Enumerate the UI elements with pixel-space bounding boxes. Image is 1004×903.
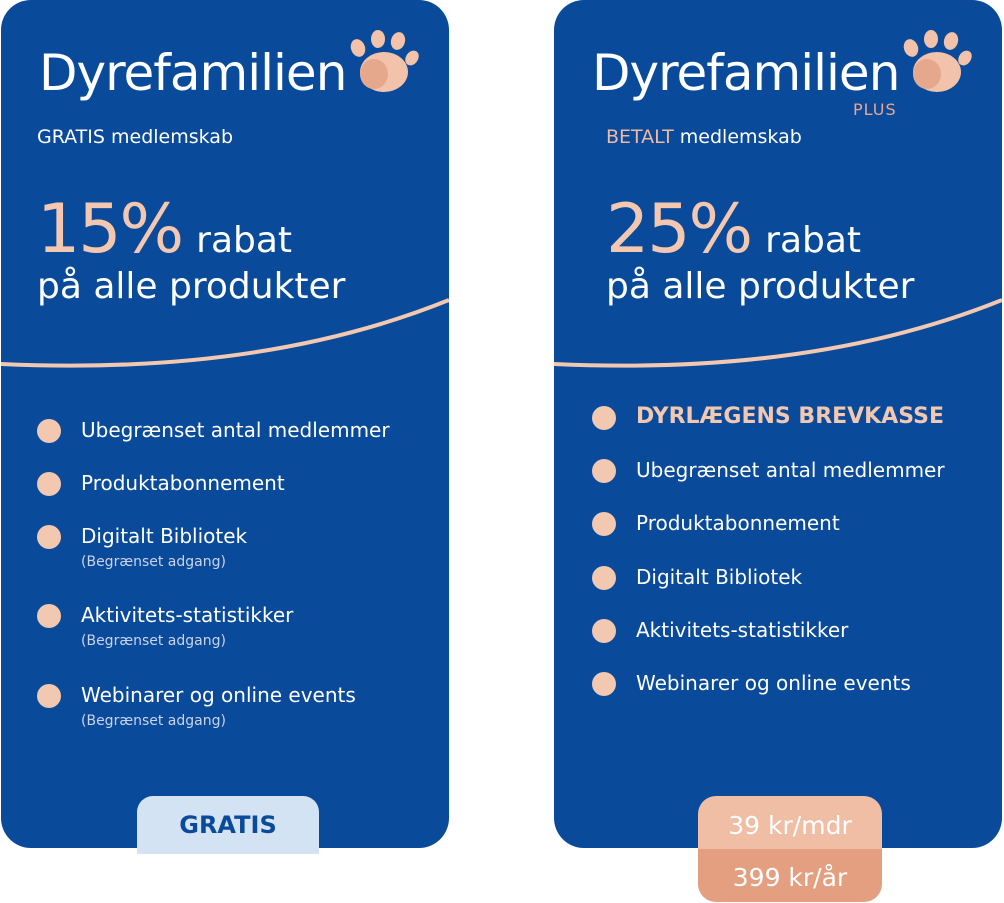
feature-note: (Begrænset adgang) (81, 554, 226, 570)
feature-label: Webinarer og online events (81, 683, 356, 707)
list-item: Digitalt Bibliotek (Begrænset adgang) (37, 524, 390, 603)
bullet-dot (592, 566, 616, 590)
feature-highlight: DYRLÆGENS BREVKASSE (636, 404, 944, 429)
feature-label: Ubegrænset antal medlemmer (636, 458, 945, 482)
membership-type-label: BETALT (606, 126, 674, 148)
bullet-dot (37, 525, 61, 549)
discount-word: rabat (196, 220, 293, 261)
paw-icon (351, 30, 420, 92)
discount-heading: 25% rabat (606, 190, 861, 269)
feature-label: Aktivitets-statistikker (81, 603, 294, 627)
discount-percent: 25% (606, 190, 753, 269)
bullet-dot (37, 684, 61, 708)
discount-subline: på alle produkter (37, 266, 346, 307)
logo-text: Dyrefamilien (592, 44, 900, 102)
price-monthly[interactable]: 39 kr/mdr (698, 796, 882, 849)
price-box[interactable]: 39 kr/mdr 399 kr/år (698, 796, 882, 902)
bullet-dot (592, 672, 616, 696)
feature-list: Ubegrænset antal medlemmer Produktabonne… (37, 418, 390, 743)
list-item: Aktivitets-statistikker (592, 618, 945, 671)
feature-label: Digitalt Bibliotek (81, 524, 248, 548)
feature-label: Produktabonnement (636, 511, 840, 535)
feature-label: Ubegrænset antal medlemmer (81, 418, 390, 442)
list-item: DYRLÆGENS BREVKASSE (592, 404, 945, 458)
bullet-dot (592, 512, 616, 536)
list-item: Ubegrænset antal medlemmer (592, 458, 945, 511)
free-membership-card: Dyrefamilien GRATIS medlemskab 15% rabat … (1, 0, 449, 848)
discount-subline: på alle produkter (606, 266, 915, 307)
discount-word: rabat (765, 220, 862, 261)
feature-label: Produktabonnement (81, 471, 285, 495)
feature-label: Digitalt Bibliotek (636, 565, 803, 589)
logo: Dyrefamilien (39, 30, 422, 104)
discount-percent: 15% (37, 190, 184, 269)
feature-label: Aktivitets-statistikker (636, 618, 849, 642)
list-item: Webinarer og online events (Begrænset ad… (37, 683, 390, 743)
gratis-button[interactable]: GRATIS (137, 796, 319, 854)
list-item: Ubegrænset antal medlemmer (37, 418, 390, 471)
divider-curve (1, 298, 449, 368)
feature-note: (Begrænset adgang) (81, 633, 226, 649)
paw-icon (904, 30, 973, 92)
membership-word: medlemskab (679, 126, 802, 148)
bullet-dot (37, 604, 61, 628)
membership-word: medlemskab (111, 126, 234, 148)
list-item: Webinarer og online events (592, 671, 945, 724)
plus-tag: PLUS (853, 100, 897, 119)
bullet-dot (37, 419, 61, 443)
bullet-dot (592, 459, 616, 483)
plus-membership-card: Dyrefamilien PLUS BETALT medlemskab 25% r… (554, 0, 1002, 848)
bullet-dot (592, 406, 616, 430)
list-item: Produktabonnement (592, 511, 945, 565)
price-yearly[interactable]: 399 kr/år (698, 849, 882, 902)
logo: Dyrefamilien (592, 30, 975, 104)
list-item: Digitalt Bibliotek (592, 565, 945, 618)
divider-curve (554, 298, 1002, 368)
feature-label: Webinarer og online events (636, 671, 911, 695)
logo-text: Dyrefamilien (39, 44, 347, 102)
feature-list: DYRLÆGENS BREVKASSE Ubegrænset antal med… (592, 404, 945, 724)
feature-note: (Begrænset adgang) (81, 713, 226, 729)
bullet-dot (37, 472, 61, 496)
discount-heading: 15% rabat (37, 190, 292, 269)
list-item: Produktabonnement (37, 471, 390, 524)
membership-type: BETALT medlemskab (606, 126, 802, 148)
list-item: Aktivitets-statistikker (Begrænset adgan… (37, 603, 390, 683)
membership-type-label: GRATIS (37, 126, 105, 148)
bullet-dot (592, 619, 616, 643)
membership-type: GRATIS medlemskab (37, 126, 233, 148)
